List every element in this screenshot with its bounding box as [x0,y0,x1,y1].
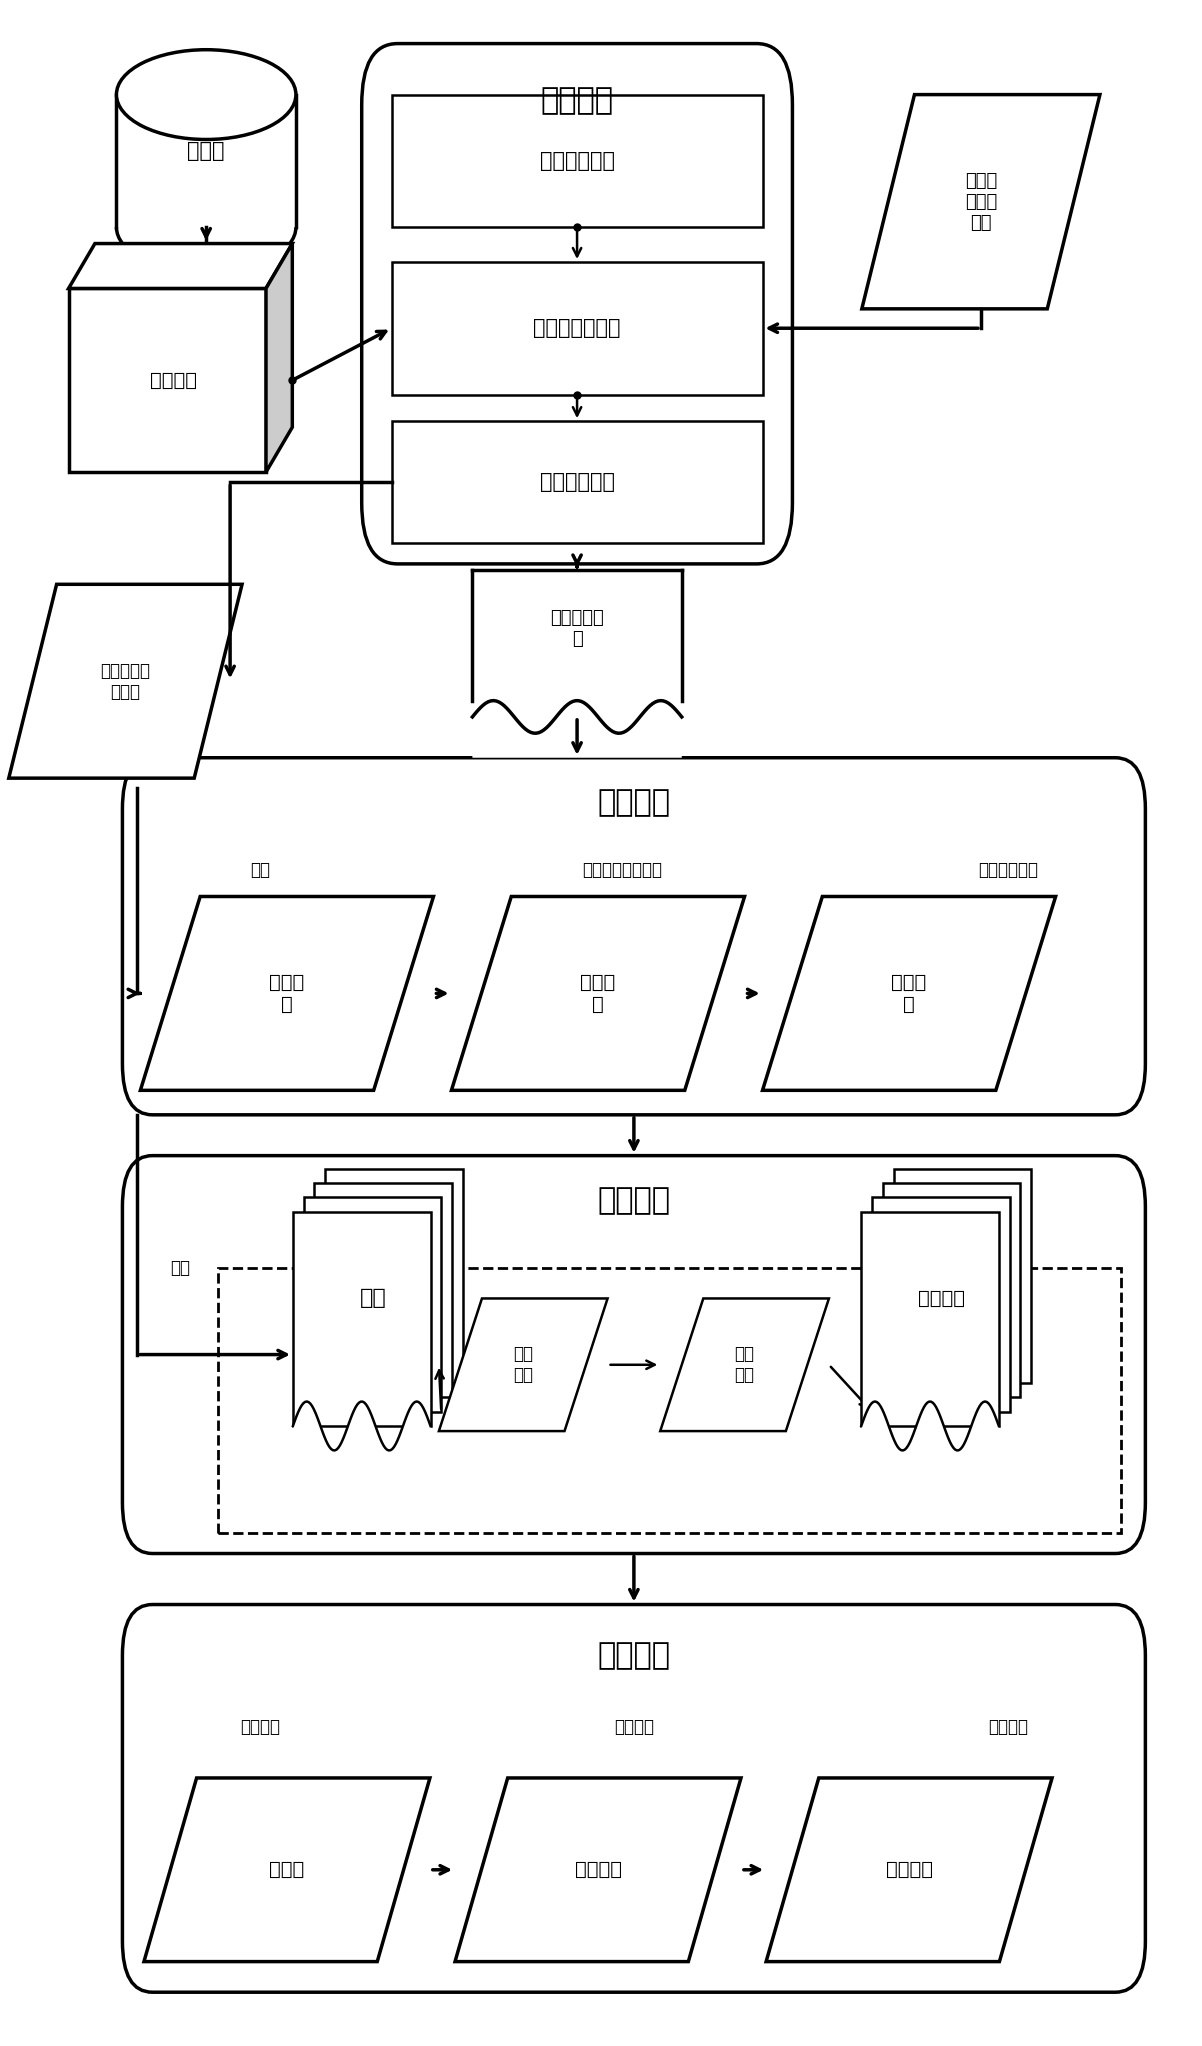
Text: 索引构建: 索引构建 [597,1187,671,1215]
Text: 根节点: 根节点 [269,1860,304,1880]
Polygon shape [456,1778,740,1962]
Text: 增加
子树: 增加 子树 [734,1346,755,1385]
FancyBboxPatch shape [123,757,1146,1115]
Bar [861,1211,999,1426]
Bar [882,1183,1020,1397]
Text: 用户在
询时间
序列: 用户在 询时间 序列 [965,172,996,231]
Polygon shape [8,585,242,777]
Text: 递归遍历: 递归遍历 [614,1719,654,1735]
Text: 结点
分裂: 结点 分裂 [513,1346,534,1385]
Text: 索引文件: 索引文件 [918,1289,965,1307]
Polygon shape [69,243,292,288]
Text: 递归网格排序算法: 递归网格排序算法 [582,861,662,880]
Polygon shape [452,896,744,1091]
Polygon shape [766,1778,1052,1962]
Text: 分区构建: 分区构建 [597,788,671,816]
Polygon shape [144,1778,430,1962]
Text: 抽取: 抽取 [250,861,270,880]
Bar [326,1168,463,1383]
Ellipse shape [117,49,296,139]
FancyBboxPatch shape [123,1604,1146,1993]
Text: 填充剩余样本: 填充剩余样本 [977,861,1037,880]
Bar [893,1168,1031,1383]
Text: 查询处理: 查询处理 [597,1641,671,1670]
Polygon shape [141,896,434,1091]
Bar [392,421,762,544]
Text: 用户查询特
征序列: 用户查询特 征序列 [101,661,150,700]
Polygon shape [762,896,1055,1091]
Bar [117,94,296,227]
Bar [304,1197,441,1412]
Polygon shape [862,94,1100,309]
Text: 数据库: 数据库 [188,141,225,162]
Text: 查询结果: 查询结果 [886,1860,933,1880]
Text: 完整分
区: 完整分 区 [892,974,927,1015]
Text: 分区: 分区 [361,1289,387,1309]
Bar [392,262,762,395]
Bar [69,288,266,473]
FancyBboxPatch shape [123,1156,1146,1553]
Bar [218,1269,1121,1532]
Text: 经验模态分解: 经验模态分解 [540,151,614,172]
Polygon shape [660,1299,829,1430]
FancyBboxPatch shape [362,43,792,565]
Polygon shape [266,243,292,473]
Text: 初始边
界: 初始边 界 [581,974,615,1015]
Bar [871,1197,1010,1412]
Text: 特征提取: 特征提取 [541,86,613,115]
Text: 判断结果: 判断结果 [988,1719,1028,1735]
Bar [392,94,762,227]
Text: 初始过滤: 初始过滤 [240,1719,280,1735]
Text: 随机样
本: 随机样 本 [269,974,304,1015]
Polygon shape [439,1299,607,1430]
Text: 提取重要点内量: 提取重要点内量 [534,319,620,338]
Text: 索引: 索引 [171,1258,190,1277]
Text: 基本特征序
列: 基本特征序 列 [551,610,603,649]
Bar [315,1183,452,1397]
Bar [293,1211,430,1426]
Text: 子树结点: 子树结点 [575,1860,621,1880]
Text: 特征维度对齐: 特征维度对齐 [540,473,614,493]
Text: 集群内存: 集群内存 [150,370,197,389]
